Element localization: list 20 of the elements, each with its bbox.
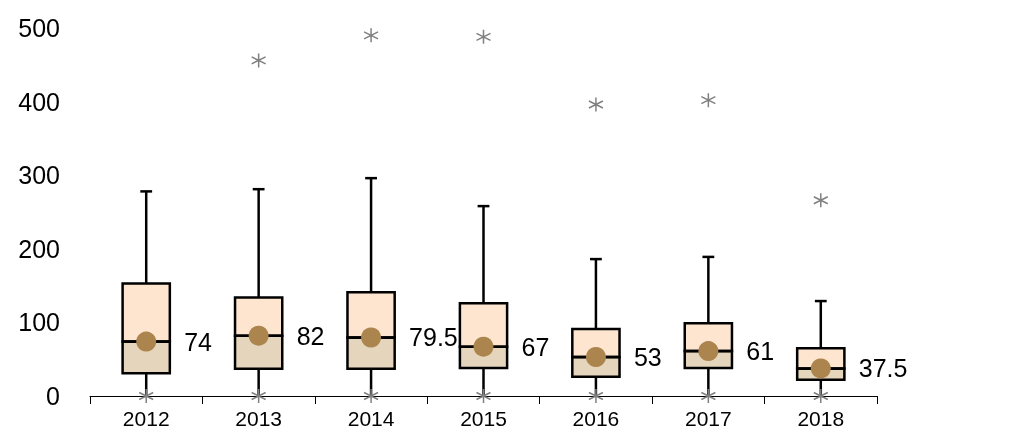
x-tick-label: 2016 — [572, 407, 620, 430]
y-tick-label: 100 — [18, 308, 60, 337]
x-tick-label: 2018 — [797, 407, 845, 430]
text: 79.5 — [409, 323, 458, 352]
y-tick-label: 200 — [18, 234, 60, 263]
text: 74 — [184, 327, 213, 356]
x-tick-label: 2017 — [685, 407, 732, 430]
y-tick-label: 300 — [18, 161, 60, 190]
x-tick-label: 2014 — [347, 407, 395, 430]
text: 61 — [746, 337, 775, 366]
text: 67 — [521, 332, 550, 361]
text: 53 — [633, 342, 662, 371]
y-tick-label: 500 — [18, 14, 60, 42]
x-tick-label: 2015 — [460, 407, 507, 430]
text: 82 — [296, 321, 325, 350]
text: 37.5 — [858, 354, 908, 383]
x-tick-label: 2012 — [122, 407, 170, 430]
x-tick-label: 2013 — [235, 407, 282, 430]
y-tick-label: 400 — [18, 87, 60, 116]
y-tick-label: 0 — [46, 382, 60, 410]
